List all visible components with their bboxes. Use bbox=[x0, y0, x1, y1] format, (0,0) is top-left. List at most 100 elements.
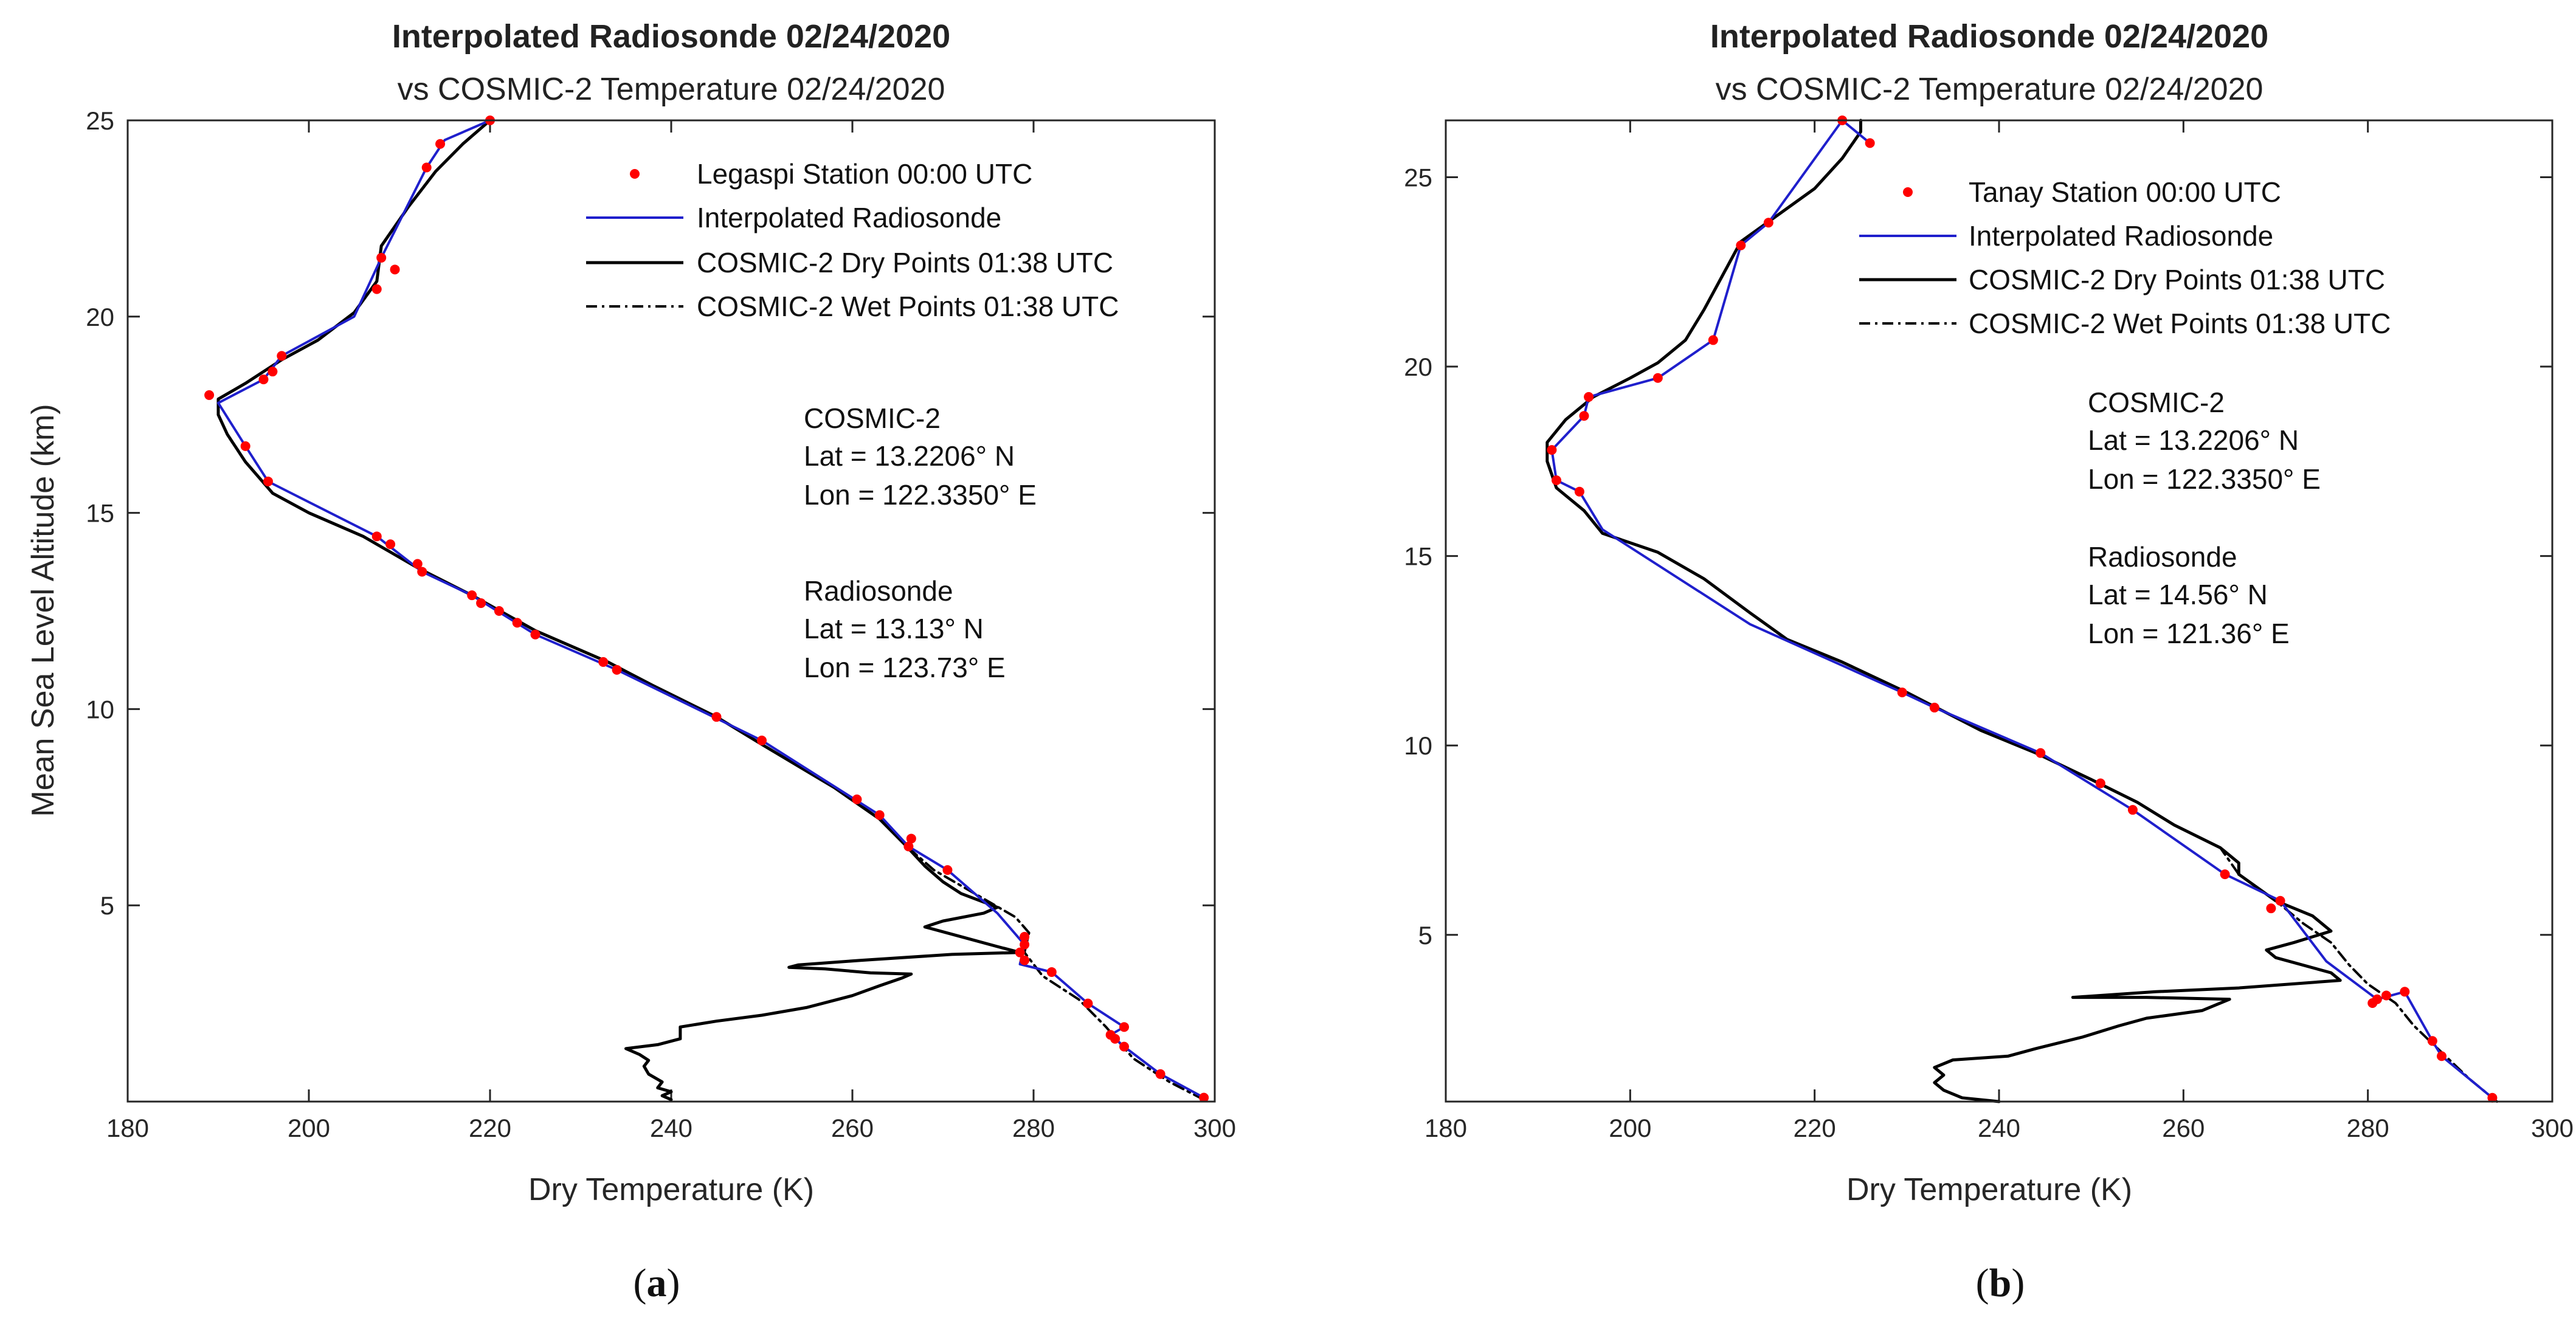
panel-b-station-marker bbox=[2266, 903, 2276, 914]
panel-a-xtick-label: 240 bbox=[650, 1114, 692, 1142]
panel-b-station-marker bbox=[1763, 218, 1773, 228]
panel-a-station-marker bbox=[1020, 931, 1030, 942]
panel-a-station-marker bbox=[376, 252, 387, 263]
panel-a-xtick-label: 260 bbox=[831, 1114, 874, 1142]
panel-b-ytick-label: 20 bbox=[1404, 353, 1432, 381]
panel-a-station-marker bbox=[1015, 947, 1025, 957]
panel-a-station-marker bbox=[1119, 1041, 1129, 1052]
panel-a-legend-station: Legaspi Station 00:00 UTC bbox=[697, 158, 1032, 190]
panel-b-station-marker bbox=[2036, 748, 2046, 758]
panel-b-annotation: COSMIC-2 Lat = 13.2206° N Lon = 122.3350… bbox=[2088, 387, 2321, 649]
panel-a-station-marker bbox=[1020, 955, 1030, 965]
panel-a-station-marker bbox=[263, 476, 273, 486]
panel-b-station-marker bbox=[1552, 475, 1561, 486]
panel-a-station-marker bbox=[417, 567, 427, 577]
panel-b-station-marker bbox=[2437, 1051, 2447, 1061]
panel-b-xtick-label: 260 bbox=[2162, 1114, 2205, 1142]
panel-a-station-marker bbox=[240, 441, 250, 451]
panel-a-caption: (a) bbox=[634, 1261, 680, 1305]
panel-a: Interpolated Radiosonde 02/24/2020 vs CO… bbox=[26, 18, 1236, 1305]
panel-a-ytick-label: 15 bbox=[86, 499, 114, 528]
panel-a-xtick-label: 180 bbox=[106, 1114, 149, 1142]
panel-a-station-marker bbox=[371, 284, 382, 294]
panel-b-legend-station: Tanay Station 00:00 UTC bbox=[1969, 176, 2281, 208]
panel-b-legend: Tanay Station 00:00 UTC Interpolated Rad… bbox=[1859, 176, 2391, 339]
panel-b-caption-letter: b bbox=[1989, 1261, 2012, 1305]
panel-a-station-marker bbox=[1046, 967, 1057, 977]
panel-b-station-marker bbox=[2095, 778, 2105, 788]
panel-b-radiosonde-lat: Lat = 14.56° N bbox=[2088, 579, 2268, 610]
panel-a-radiosonde-lon: Lon = 123.73° E bbox=[804, 652, 1006, 683]
panel-b-station-marker bbox=[1547, 445, 1557, 455]
panel-a-cosmic-lat: Lat = 13.2206° N bbox=[804, 440, 1015, 472]
panel-a-station-marker bbox=[1083, 998, 1093, 1009]
panel-a-ytick-label: 5 bbox=[100, 891, 114, 920]
panel-b-subtitle: vs COSMIC-2 Temperature 02/24/2020 bbox=[1716, 72, 2263, 107]
panel-a-legend-wet: COSMIC-2 Wet Points 01:38 UTC bbox=[697, 291, 1119, 322]
panel-b-xtick-label: 280 bbox=[2347, 1114, 2389, 1142]
panel-a-xlabel: Dry Temperature (K) bbox=[528, 1172, 814, 1207]
panel-a-axes-box bbox=[126, 119, 1216, 1103]
panel-b-legend-dry: COSMIC-2 Dry Points 01:38 UTC bbox=[1969, 264, 2385, 295]
panel-a-station-marker bbox=[852, 794, 862, 804]
panel-a-station-marker bbox=[467, 590, 477, 601]
panel-a-caption-letter: a bbox=[647, 1261, 667, 1305]
panel-b-station-marker bbox=[2275, 895, 2285, 906]
panel-b-ytick-label: 10 bbox=[1404, 731, 1432, 760]
legend-marker-symbol bbox=[630, 169, 640, 179]
panel-a-station-marker bbox=[268, 367, 278, 377]
panel-a-station-marker bbox=[277, 351, 287, 361]
panel-a-station-marker bbox=[711, 712, 722, 722]
panel-a-station-marker bbox=[494, 606, 504, 616]
panel-b-title: Interpolated Radiosonde 02/24/2020 bbox=[1710, 18, 2268, 55]
panel-b-caption: (b) bbox=[1976, 1261, 2025, 1305]
panel-b-ytick-label: 25 bbox=[1404, 163, 1432, 191]
panel-a-legend-dry: COSMIC-2 Dry Points 01:38 UTC bbox=[697, 247, 1113, 278]
panel-b-station-marker bbox=[2127, 805, 2138, 815]
panel-a-ytick-label: 10 bbox=[86, 695, 114, 723]
panel-b-station-marker bbox=[1652, 373, 1663, 383]
panel-b-radiosonde-lon: Lon = 121.36° E bbox=[2088, 618, 2290, 649]
panel-b: Interpolated Radiosonde 02/24/2020 vs CO… bbox=[1404, 18, 2574, 1305]
panel-b-station-marker bbox=[2381, 990, 2391, 1001]
panel-b-radiosonde-header: Radiosonde bbox=[2088, 541, 2237, 573]
panel-a-station-marker bbox=[435, 139, 446, 149]
panel-a-station-marker bbox=[1155, 1069, 1165, 1079]
panel-a-station-marker bbox=[421, 162, 432, 173]
panel-a-station-marker bbox=[371, 531, 382, 542]
panel-b-xtick-label: 180 bbox=[1424, 1114, 1467, 1142]
panel-a-legend-interp: Interpolated Radiosonde bbox=[697, 202, 1001, 233]
panel-b-xlabel: Dry Temperature (K) bbox=[1846, 1172, 2132, 1207]
panel-a-station-marker bbox=[530, 629, 540, 640]
panel-a-title: Interpolated Radiosonde 02/24/2020 bbox=[392, 18, 950, 55]
panel-a-station-marker bbox=[903, 841, 914, 852]
panel-b-station-marker bbox=[2487, 1092, 2498, 1103]
panel-a-legend: Legaspi Station 00:00 UTC Interpolated R… bbox=[586, 158, 1119, 322]
panel-b-station-marker bbox=[1897, 687, 1907, 697]
panel-b-station-marker bbox=[1708, 335, 1718, 345]
panel-b-station-marker bbox=[1584, 392, 1594, 402]
panel-b-xtick-label: 240 bbox=[1978, 1114, 2020, 1142]
panel-b-cosmic-lat: Lat = 13.2206° N bbox=[2088, 424, 2299, 456]
panel-a-station-marker bbox=[476, 598, 486, 609]
panel-a-station-marker bbox=[612, 664, 622, 675]
panel-a-xtick-label: 300 bbox=[1193, 1114, 1236, 1142]
panel-a-station-marker bbox=[874, 810, 885, 820]
panel-a-station-marker bbox=[598, 657, 609, 667]
panel-b-axes-box bbox=[1445, 119, 2554, 1103]
legend-marker-symbol bbox=[1903, 187, 1913, 197]
panel-a-radiosonde-header: Radiosonde bbox=[804, 575, 953, 607]
panel-b-xtick-label: 220 bbox=[1794, 1114, 1836, 1142]
panel-b-cosmic-lon: Lon = 122.3350° E bbox=[2088, 463, 2321, 495]
panel-b-station-marker bbox=[1929, 702, 1939, 712]
panel-a-cosmic-lon: Lon = 122.3350° E bbox=[804, 479, 1037, 511]
panel-a-station-marker bbox=[1105, 1030, 1116, 1040]
panel-a-station-marker bbox=[390, 264, 400, 275]
panel-a-ytick-label: 20 bbox=[86, 303, 114, 331]
panel-a-annotation: COSMIC-2 Lat = 13.2206° N Lon = 122.3350… bbox=[804, 402, 1037, 683]
panel-a-station-marker bbox=[906, 833, 916, 844]
panel-b-station-marker bbox=[2400, 987, 2410, 997]
panel-a-subtitle: vs COSMIC-2 Temperature 02/24/2020 bbox=[398, 72, 945, 107]
panel-b-station-marker bbox=[1865, 138, 1875, 148]
panel-a-cosmic-header: COSMIC-2 bbox=[804, 402, 941, 434]
